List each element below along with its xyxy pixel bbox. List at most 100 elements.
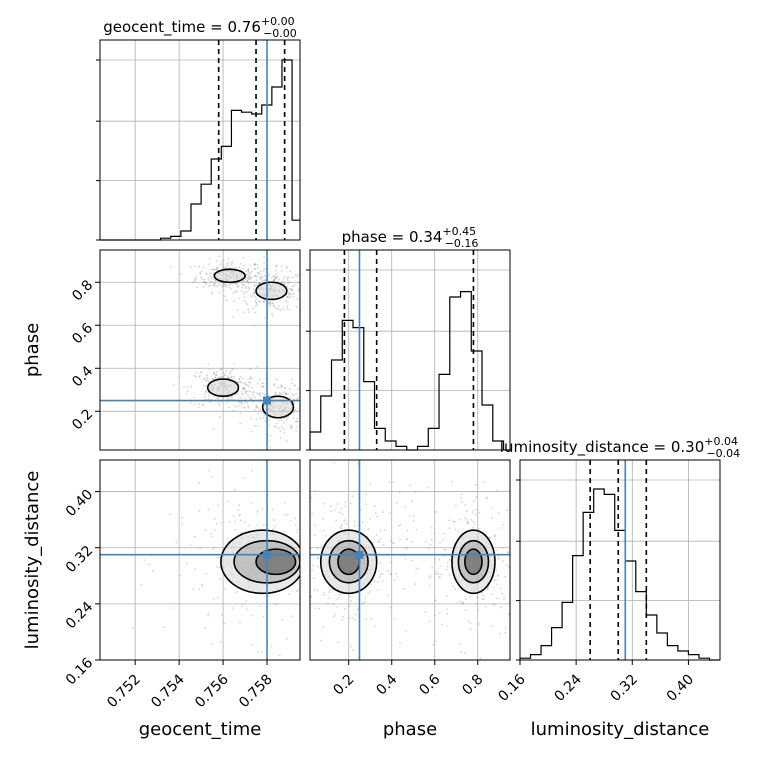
sample-point bbox=[376, 515, 379, 518]
sample-point bbox=[369, 583, 372, 586]
sample-point bbox=[460, 650, 463, 653]
sample-point bbox=[243, 296, 246, 299]
sample-point bbox=[286, 295, 289, 298]
sample-point bbox=[367, 528, 370, 530]
sample-point bbox=[256, 512, 259, 515]
sample-point bbox=[307, 421, 309, 423]
sample-point bbox=[230, 264, 232, 266]
sample-point bbox=[429, 543, 432, 546]
sample-point bbox=[232, 300, 235, 302]
sample-point bbox=[240, 401, 243, 404]
sample-point bbox=[238, 400, 241, 403]
sample-point bbox=[284, 299, 287, 302]
sample-point bbox=[305, 379, 307, 381]
sample-point bbox=[244, 401, 247, 403]
sample-point bbox=[207, 508, 210, 511]
x-tick-label: 0.756 bbox=[192, 671, 232, 711]
sample-point bbox=[290, 426, 292, 429]
sample-point bbox=[448, 573, 451, 576]
x-axis-label-geocent_time: geocent_time bbox=[139, 719, 262, 740]
sample-point bbox=[314, 499, 316, 501]
sample-point bbox=[268, 439, 271, 442]
truth-marker bbox=[355, 550, 364, 559]
sample-point bbox=[490, 517, 493, 520]
sample-point bbox=[286, 296, 289, 298]
sample-point bbox=[241, 377, 244, 380]
sample-point bbox=[433, 614, 436, 617]
sample-point bbox=[429, 584, 431, 587]
sample-point bbox=[270, 277, 273, 280]
sample-point bbox=[201, 371, 203, 373]
sample-point bbox=[245, 392, 247, 395]
sample-point bbox=[474, 483, 477, 486]
sample-point bbox=[501, 547, 504, 550]
sample-point bbox=[306, 570, 308, 572]
sample-point bbox=[288, 592, 290, 595]
sample-point bbox=[296, 297, 299, 300]
sample-point bbox=[219, 376, 222, 379]
sample-point bbox=[297, 397, 299, 399]
contour-level-1 bbox=[213, 268, 246, 284]
sample-point bbox=[271, 312, 273, 315]
sample-point bbox=[298, 288, 300, 291]
sample-point bbox=[244, 391, 247, 393]
sample-point bbox=[313, 588, 316, 591]
sample-point bbox=[441, 623, 444, 626]
sample-point bbox=[291, 426, 293, 429]
sample-point bbox=[200, 270, 203, 273]
sample-point bbox=[263, 301, 265, 304]
sample-point bbox=[221, 261, 223, 264]
sample-point bbox=[243, 388, 245, 391]
sample-point bbox=[292, 293, 294, 295]
sample-point bbox=[343, 520, 345, 523]
sample-point bbox=[399, 641, 401, 644]
sample-point bbox=[196, 286, 199, 289]
sample-point bbox=[253, 391, 256, 394]
sample-point bbox=[232, 377, 235, 380]
sample-point bbox=[234, 405, 237, 408]
sample-point bbox=[199, 272, 202, 274]
sample-point bbox=[213, 528, 216, 531]
sample-point bbox=[307, 571, 309, 573]
sample-point bbox=[227, 257, 230, 260]
sample-point bbox=[278, 654, 281, 657]
sample-point bbox=[253, 267, 256, 270]
sample-point bbox=[464, 651, 466, 654]
sample-point bbox=[386, 588, 388, 590]
sample-point bbox=[267, 395, 270, 397]
sample-point bbox=[223, 622, 226, 625]
sample-point bbox=[198, 481, 201, 484]
sample-point bbox=[471, 512, 474, 514]
sample-point bbox=[375, 534, 378, 536]
sample-point bbox=[283, 530, 286, 533]
sample-point bbox=[328, 591, 331, 593]
sample-point bbox=[213, 268, 216, 271]
sample-point bbox=[268, 305, 271, 308]
sample-point bbox=[275, 378, 278, 381]
sample-point bbox=[312, 577, 315, 579]
sample-point bbox=[252, 288, 255, 291]
sample-point bbox=[223, 267, 226, 270]
sample-point bbox=[264, 279, 267, 282]
sample-point bbox=[390, 561, 393, 564]
sample-point bbox=[389, 606, 392, 609]
sample-point bbox=[222, 376, 225, 379]
sample-point bbox=[214, 375, 217, 378]
y-tick-label: 0.6 bbox=[69, 320, 96, 347]
sample-point bbox=[201, 403, 204, 406]
sample-point bbox=[216, 556, 219, 559]
sample-point bbox=[258, 301, 261, 303]
sample-point bbox=[398, 491, 401, 494]
sample-point bbox=[404, 548, 407, 551]
sample-point bbox=[467, 520, 470, 523]
sample-point bbox=[244, 290, 246, 293]
sample-point bbox=[459, 600, 462, 603]
sample-point bbox=[205, 573, 208, 575]
sample-point bbox=[253, 291, 256, 294]
sample-point bbox=[306, 402, 308, 404]
sample-point bbox=[404, 558, 407, 561]
sample-point bbox=[300, 281, 302, 283]
sample-point bbox=[301, 398, 303, 400]
sample-point bbox=[195, 275, 197, 278]
sample-point bbox=[289, 424, 292, 427]
